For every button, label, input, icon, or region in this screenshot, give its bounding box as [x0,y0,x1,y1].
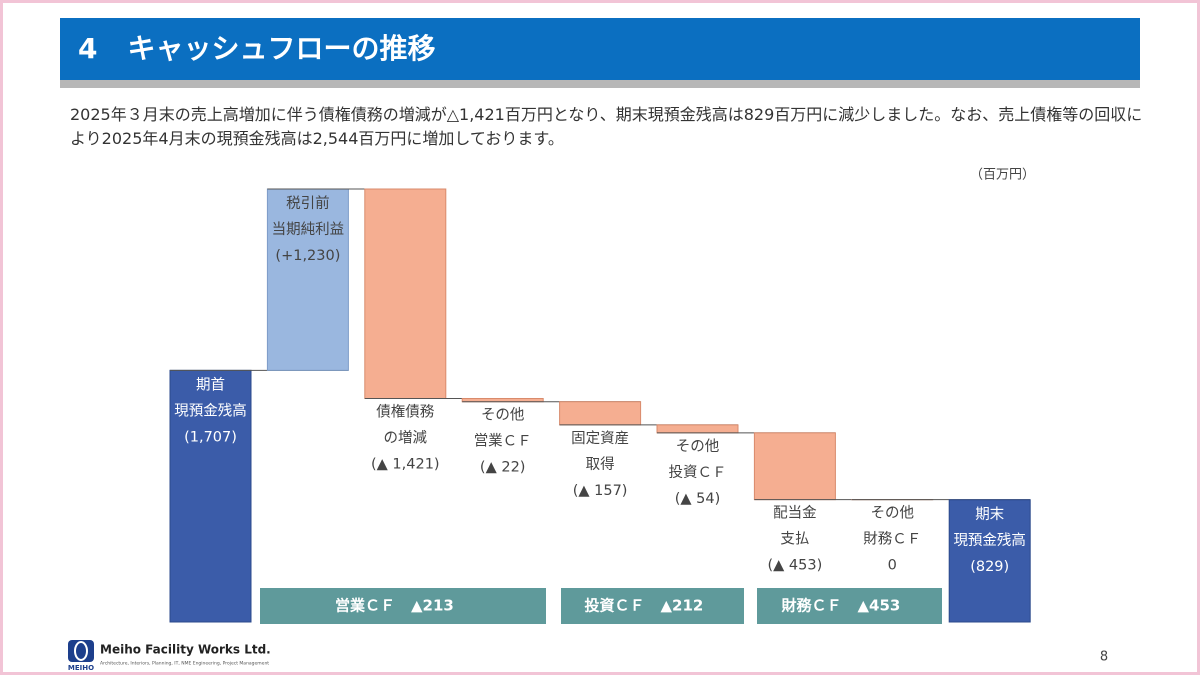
company-name: Meiho Facility Works Ltd. [100,643,271,657]
logo-mark [74,641,88,661]
group-name: 投資ＣＦ [584,597,644,615]
category-label: 営業ＣＦ [474,433,532,450]
group-box [757,588,942,624]
category-label: 投資ＣＦ [669,464,727,481]
value-label: (▲ 54) [675,491,721,507]
value-label: 0 [888,558,897,574]
value-label: (+1,230) [275,248,340,264]
value-label: (▲ 1,421) [371,456,440,472]
category-label: 期末 [975,506,1004,523]
group-value-label: ▲212 [661,597,704,615]
logo-mark [68,640,94,662]
value-label: (▲ 157) [573,483,628,499]
group-name: 営業ＣＦ [335,597,395,615]
group-box [561,588,744,624]
header-stripe [60,80,1140,88]
bar [364,188,447,399]
category-label: 期首 [196,376,225,393]
value-label: (▲ 453) [768,558,823,574]
category-label: その他 [871,505,915,522]
bar [656,424,739,434]
page-number: 8 [1100,650,1108,665]
category-label: 配当金 [773,505,817,522]
bar [559,401,642,426]
bar [169,369,252,623]
unit-label: （百万円） [970,168,1035,183]
category-label: 固定資産 [571,430,629,447]
value-label: (829) [970,559,1009,575]
group-value-label: ▲453 [858,597,901,615]
category-label: の増減 [384,429,428,446]
bar [948,499,1031,623]
category-label: 財務ＣＦ [863,531,921,548]
category-label: 現預金残高 [174,402,247,419]
category-label: 当期純利益 [272,221,345,238]
category-label: その他 [676,438,720,455]
bar [266,188,349,371]
category-label: 支払 [780,531,809,548]
section-title: キャッシュフローの推移 [127,32,436,65]
section-number: 4 [78,32,98,65]
category-label: その他 [481,407,525,424]
company-tagline: Architecture, Interiors, Planning, IT, N… [100,661,269,667]
value-label: (1,707) [184,429,237,445]
group-value-label: ▲213 [411,597,454,615]
group-box [260,588,546,624]
header-bar: 4 キャッシュフローの推移 [60,18,1140,80]
description: 2025年３月末の売上高増加に伴う債権債務の増減が△1,421百万円となり、期末… [70,105,1143,148]
value-label: (▲ 22) [480,460,526,476]
category-label: 現預金残高 [953,532,1026,549]
bar [753,432,836,501]
category-label: 債権債務 [376,403,434,420]
category-label: 取得 [586,456,615,473]
logo: MEIHO [68,640,94,672]
category-label: 税引前 [286,195,330,212]
group-name: 財務ＣＦ [780,597,841,615]
logo-text: MEIHO [68,664,94,672]
